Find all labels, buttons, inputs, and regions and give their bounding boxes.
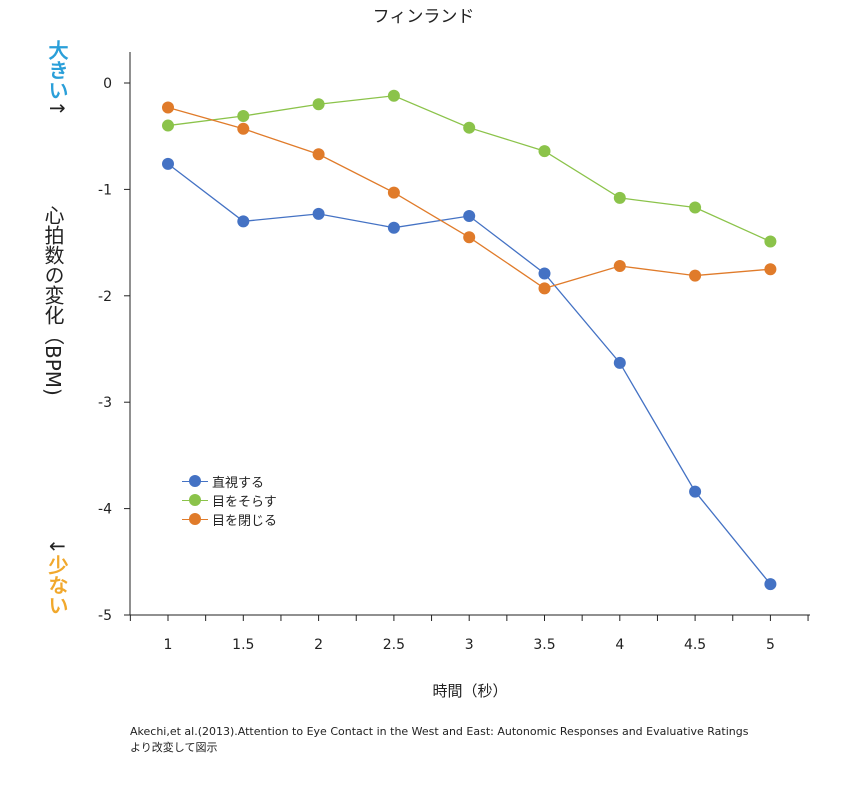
- data-point-1-6: [613, 191, 626, 204]
- annotation-small-text: 少ない: [45, 554, 69, 615]
- source-citation: Akechi,et al.(2013).Attention to Eye Con…: [130, 724, 748, 756]
- data-point-2-4: [463, 231, 476, 244]
- data-point-2-8: [764, 263, 777, 276]
- y-tick-label: -4: [98, 502, 112, 518]
- legend-label-direct: 直視する: [212, 476, 265, 491]
- data-point-0-3: [387, 221, 400, 234]
- legend: 直視する 目をそらす 目を閉じる: [180, 472, 277, 529]
- x-tick-label: 2: [314, 637, 323, 653]
- legend-label-closed: 目を閉じる: [212, 514, 278, 529]
- legend-item-closed: 目を閉じる: [180, 510, 277, 529]
- legend-item-direct: 直視する: [180, 472, 277, 491]
- data-point-1-0: [162, 119, 174, 132]
- x-tick-label: 1.5: [232, 637, 254, 653]
- source-line-1: Akechi,et al.(2013).Attention to Eye Con…: [130, 725, 749, 738]
- x-tick-label: 4.5: [684, 637, 706, 653]
- data-point-2-6: [613, 260, 626, 273]
- data-point-1-1: [237, 109, 250, 122]
- data-point-2-1: [237, 122, 250, 135]
- x-axis-label: 時間（秒）: [432, 682, 508, 700]
- legend-swatch-direct: [180, 472, 210, 491]
- data-point-1-2: [312, 98, 325, 111]
- annotation-large-text: 大きい: [45, 40, 69, 100]
- data-point-1-7: [689, 201, 702, 214]
- y-tick-label: -2: [98, 289, 112, 305]
- annotation-large: 大きい↑: [45, 40, 69, 117]
- series-line-2: [167, 106, 771, 290]
- data-point-0-0: [162, 157, 174, 170]
- data-point-0-1: [237, 215, 250, 228]
- data-point-1-5: [538, 145, 551, 158]
- up-arrow-icon: ↑: [45, 100, 69, 117]
- y-tick-label: -5: [98, 608, 112, 624]
- data-point-2-2: [312, 148, 325, 161]
- source-line-2: より改変して図示: [130, 741, 218, 754]
- data-point-1-8: [764, 235, 777, 248]
- x-tick-label: 1: [164, 637, 173, 653]
- x-tick-label: 3.5: [533, 637, 555, 653]
- data-point-0-4: [463, 210, 476, 222]
- y-tick-label: -3: [98, 395, 112, 411]
- legend-swatch-averted: [180, 491, 210, 510]
- legend-item-averted: 目をそらす: [180, 491, 277, 510]
- data-point-0-5: [538, 267, 551, 280]
- data-point-0-6: [613, 356, 626, 369]
- y-axis-label: 心拍数の変化（BPM): [41, 205, 65, 396]
- data-point-0-7: [689, 485, 702, 498]
- y-tick-label: -1: [98, 182, 112, 198]
- legend-label-averted: 目をそらす: [212, 495, 277, 510]
- x-tick-label: 3: [465, 637, 474, 653]
- x-tick-label: 2.5: [383, 637, 405, 653]
- x-tick-label: 5: [766, 637, 775, 653]
- data-point-0-2: [312, 207, 325, 220]
- y-tick-label: 0: [103, 76, 112, 92]
- data-point-2-0: [162, 101, 174, 114]
- down-arrow-icon: ↓: [45, 538, 69, 555]
- data-point-2-5: [538, 282, 551, 295]
- data-point-2-7: [689, 269, 702, 282]
- chart-title: フィンランド: [372, 7, 475, 27]
- data-point-2-3: [387, 186, 400, 199]
- legend-swatch-closed: [180, 510, 210, 529]
- data-point-1-3: [387, 89, 400, 102]
- data-point-1-4: [463, 121, 476, 134]
- x-tick-label: 4: [615, 637, 624, 653]
- data-point-0-8: [764, 578, 777, 591]
- annotation-small: ↓少ない: [45, 538, 69, 615]
